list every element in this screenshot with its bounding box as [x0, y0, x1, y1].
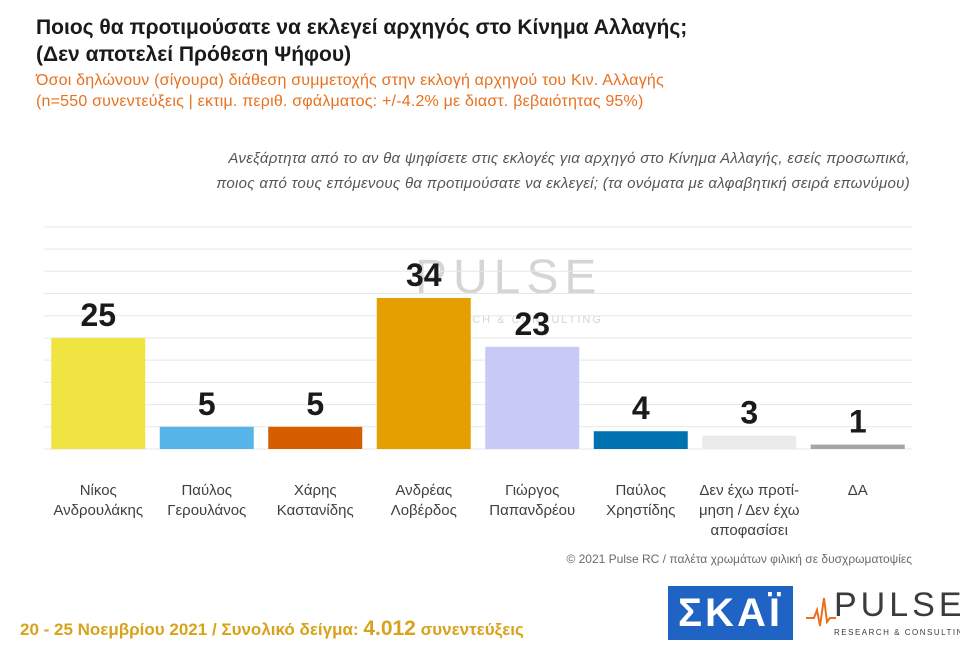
category-label: Γερουλάνος — [167, 502, 246, 519]
category-label: Καστανίδης — [277, 502, 354, 519]
category-label: Παπανδρέου — [489, 502, 575, 519]
subtitle-line-2: (n=550 συνεντεύξεις | εκτιμ. περιθ. σφάλ… — [36, 93, 644, 110]
bar — [810, 444, 905, 449]
skai-logo: ΣΚΑΪ — [668, 586, 793, 640]
category-label: Δεν έχω προτί- — [699, 482, 799, 499]
category-label: αποφασίσει — [711, 522, 788, 539]
category-label: Γιώργος — [505, 482, 559, 499]
data-label: 3 — [740, 395, 758, 431]
bar — [51, 337, 146, 449]
data-label: 5 — [306, 386, 324, 422]
pulse-logo-subtext: RESEARCH & CONSULTING — [834, 628, 960, 637]
question-line-1: Ανεξάρτητα από το αν θα ψηφίσετε στις εκ… — [228, 150, 910, 167]
bar — [376, 297, 471, 449]
data-label: 5 — [198, 386, 216, 422]
category-label: Παύλος — [615, 482, 666, 499]
data-label: 23 — [514, 306, 550, 342]
category-label: ΔΑ — [848, 482, 868, 499]
pulse-heartbeat-icon — [806, 597, 836, 627]
title-line-1: Ποιος θα προτιμούσατε να εκλεγεί αρχηγός… — [36, 16, 688, 39]
category-label: Παύλος — [181, 482, 232, 499]
category-label: Χρηστίδης — [606, 502, 675, 519]
data-label: 4 — [632, 390, 650, 426]
data-label: 34 — [406, 257, 442, 293]
category-label: Ανδρουλάκης — [53, 502, 143, 519]
footer-sample-info: 20 - 25 Νοεμβρίου 2021 / Συνολικό δείγμα… — [20, 617, 524, 641]
category-label: μηση / Δεν έχω — [699, 502, 800, 519]
category-label: Νίκος — [80, 482, 117, 499]
data-label: 1 — [849, 404, 867, 440]
question-line-2: ποιος από τους επόμενους θα προτιμούσατε… — [216, 175, 910, 192]
bar — [485, 346, 580, 449]
category-label: Ανδρέας — [395, 482, 452, 499]
footer-dates: 20 - 25 Νοεμβρίου 2021 / Συνολικό δείγμα… — [20, 620, 364, 639]
chart-subtitle: Όσοι δηλώνουν (σίγουρα) διάθεση συμμετοχ… — [36, 70, 916, 112]
footer-sample-size: 4.012 — [363, 617, 416, 640]
footer-suffix: συνεντεύξεις — [415, 620, 524, 639]
copyright-credit: © 2021 Pulse RC / παλέτα χρωμάτων φιλική… — [566, 552, 912, 566]
bar — [159, 426, 254, 449]
title-line-2: (Δεν αποτελεί Πρόθεση Ψήφου) — [36, 43, 352, 66]
bar — [593, 431, 688, 449]
bar — [702, 435, 797, 449]
data-label: 25 — [80, 297, 116, 333]
pulse-logo-text: PULSE — [834, 586, 960, 624]
category-label: Λοβέρδος — [391, 502, 457, 519]
bar — [268, 426, 363, 449]
pulse-logo: PULSE RESEARCH & CONSULTING — [806, 586, 960, 642]
survey-question: Ανεξάρτητα από το αν θα ψηφίσετε στις εκ… — [40, 146, 910, 196]
category-label: Χάρης — [294, 482, 337, 499]
chart-title: Ποιος θα προτιμούσατε να εκλεγεί αρχηγός… — [36, 14, 916, 68]
subtitle-line-1: Όσοι δηλώνουν (σίγουρα) διάθεση συμμετοχ… — [36, 72, 664, 89]
